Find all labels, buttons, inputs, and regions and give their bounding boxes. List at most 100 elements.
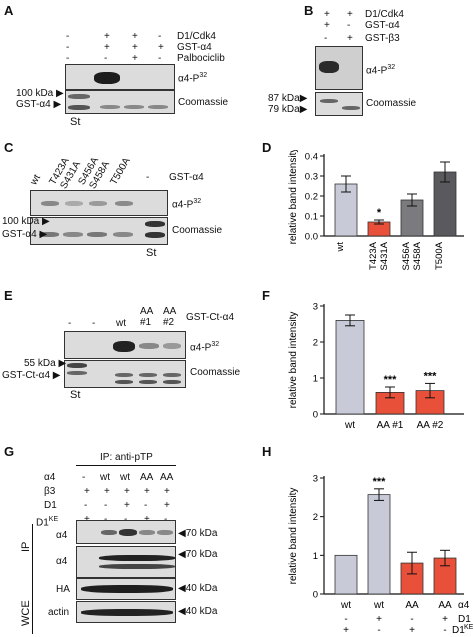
y-tick-label: 0.0 [305, 232, 318, 243]
mark: + [324, 9, 330, 20]
mark: + [158, 42, 164, 53]
band [39, 232, 59, 237]
ip-title: IP: anti-pTP [100, 452, 153, 463]
y-axis-label: relative band intensity [288, 488, 299, 585]
panel-letter: B [304, 3, 314, 18]
mark: + [132, 31, 138, 42]
lane-label: - [68, 318, 72, 329]
y-tick-label: 2 [313, 512, 318, 523]
condition-mark: - [443, 625, 446, 636]
band [67, 371, 87, 375]
x-tick-label: S431A [379, 241, 390, 270]
row-label: D1/Cdk4 [177, 31, 216, 42]
condition-mark: - [344, 614, 347, 625]
marker-label: 79 kDa▶ [268, 104, 308, 115]
band [320, 99, 338, 103]
mark: + [124, 486, 130, 497]
y-tick-label: 3 [313, 302, 318, 313]
band [99, 555, 175, 561]
x-tick-label: wt [340, 600, 351, 611]
row-label: GST-α4 [169, 172, 204, 183]
row-label: α4 [44, 472, 56, 483]
mark: - [82, 472, 86, 483]
band [115, 201, 133, 206]
divider [32, 524, 33, 556]
panel-letter: D [262, 140, 272, 155]
band [342, 106, 360, 110]
blot-label: α4-P32 [178, 72, 208, 85]
x-tick-label: AA [405, 600, 419, 611]
panel-letter: F [262, 288, 270, 303]
row-label: GST-Ct-α4 [186, 312, 235, 323]
row-label: D1KE [36, 516, 59, 529]
marker-label: ◀40 kDa [178, 606, 218, 617]
blot-label: HA [56, 584, 70, 595]
blot-label: Coomassie [190, 367, 241, 378]
band [113, 232, 133, 237]
mark: AA [140, 472, 154, 483]
panel-letter: A [4, 3, 14, 18]
mark: wt [100, 472, 110, 483]
y-tick-label: 0.3 [305, 172, 318, 183]
mark: - [347, 20, 351, 31]
blot-coomassie [65, 90, 175, 114]
divider [32, 546, 33, 634]
significance-label: *** [424, 370, 438, 382]
band [63, 232, 83, 237]
lane-label: #2 [163, 317, 175, 328]
band [319, 61, 339, 73]
blot-actin [76, 601, 176, 623]
band [139, 380, 157, 384]
marker-label: ◀40 kDa [178, 583, 218, 594]
lane-label: wt [28, 172, 43, 187]
mark: - [84, 500, 88, 511]
marker-label: GST-Ct-α4 ▶ [2, 370, 61, 381]
row-label: D1 [44, 500, 57, 511]
band [145, 232, 165, 238]
mark: + [132, 53, 138, 64]
lane-label: AA [140, 306, 154, 317]
mark: - [66, 42, 70, 53]
band [68, 105, 90, 110]
blot-label: α4-P32 [172, 198, 202, 211]
band [163, 380, 181, 384]
marker-label: 100 kDa ▶ [16, 88, 64, 99]
y-axis-label: relative band intensity [288, 150, 299, 244]
panel-letter: G [4, 444, 15, 459]
ip-label: IP [20, 541, 32, 552]
mark: + [84, 514, 90, 525]
mark: wt [120, 472, 130, 483]
blot-wce-alpha4 [76, 546, 176, 578]
band [163, 343, 181, 349]
mark: - [104, 500, 108, 511]
x-tick-label: AA #1 [377, 420, 404, 431]
panel-letter: C [4, 140, 14, 155]
significance-label: *** [384, 374, 398, 386]
row-label: GST-β3 [365, 33, 400, 44]
y-tick-label: 0 [313, 410, 318, 421]
mark: - [158, 31, 162, 42]
row-label: D1 [452, 625, 465, 636]
mark: + [104, 42, 110, 53]
lane-label: - [92, 318, 96, 329]
band [157, 530, 173, 535]
marker-label: ◀70 kDa [178, 549, 218, 560]
blot-autorad [65, 64, 175, 90]
mark: + [347, 9, 353, 20]
wce-label: WCE [20, 600, 32, 626]
blot-label: actin [48, 607, 70, 618]
row-label: GST-α4 [365, 20, 400, 31]
row-label: D1 [458, 614, 471, 625]
band [94, 72, 120, 84]
standard-label: St [70, 116, 81, 128]
blot-ip-alpha4 [76, 520, 176, 544]
lane-label: #1 [140, 317, 152, 328]
blot-autorad [315, 46, 363, 90]
mark: + [347, 33, 353, 44]
significance-label: * [377, 207, 382, 219]
lane-label: wt [116, 318, 126, 329]
band [68, 94, 90, 99]
lane-label: T500A [108, 155, 133, 187]
mark: - [324, 33, 328, 44]
